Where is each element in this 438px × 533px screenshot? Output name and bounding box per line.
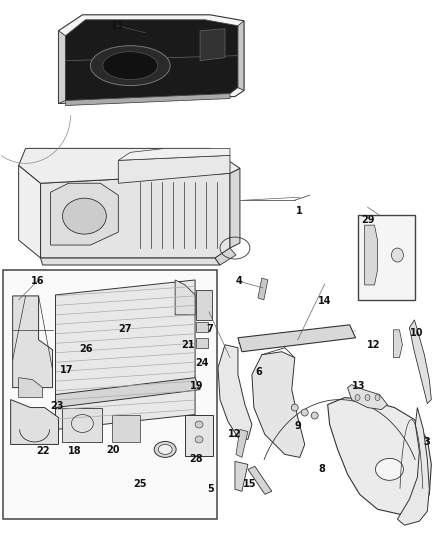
Text: 16: 16: [31, 277, 45, 286]
Text: 1: 1: [297, 206, 303, 216]
Ellipse shape: [195, 421, 203, 428]
Polygon shape: [364, 225, 378, 285]
Ellipse shape: [365, 394, 370, 401]
Polygon shape: [235, 462, 248, 491]
Ellipse shape: [355, 394, 360, 401]
Ellipse shape: [291, 404, 298, 411]
Text: 3: 3: [423, 437, 430, 447]
Polygon shape: [200, 29, 225, 61]
Polygon shape: [236, 430, 248, 457]
Polygon shape: [11, 400, 59, 445]
Text: 11: 11: [111, 21, 124, 31]
Ellipse shape: [90, 46, 170, 86]
Text: 5: 5: [207, 483, 214, 494]
Polygon shape: [393, 330, 403, 358]
Text: 20: 20: [106, 445, 120, 455]
Polygon shape: [50, 183, 118, 245]
Polygon shape: [19, 378, 42, 398]
Polygon shape: [348, 385, 388, 409]
Text: 10: 10: [410, 328, 423, 338]
Ellipse shape: [311, 412, 318, 419]
Polygon shape: [118, 148, 230, 160]
Ellipse shape: [375, 458, 403, 480]
Polygon shape: [59, 15, 244, 103]
Bar: [357, 215, 415, 300]
Ellipse shape: [195, 436, 203, 443]
Bar: [185, 415, 213, 456]
Ellipse shape: [375, 394, 380, 401]
Ellipse shape: [103, 52, 158, 79]
Polygon shape: [238, 21, 244, 91]
Text: 25: 25: [133, 479, 146, 489]
Text: 13: 13: [352, 381, 365, 391]
Text: 21: 21: [181, 340, 194, 350]
Bar: [112, 415, 140, 442]
Ellipse shape: [301, 409, 308, 416]
Text: 24: 24: [196, 358, 209, 368]
Text: 27: 27: [118, 324, 132, 334]
Text: 12: 12: [227, 429, 241, 439]
Ellipse shape: [63, 198, 106, 234]
Text: 22: 22: [37, 447, 50, 456]
Polygon shape: [218, 345, 252, 439]
Polygon shape: [13, 296, 53, 387]
Polygon shape: [19, 165, 41, 258]
Polygon shape: [328, 398, 431, 514]
Polygon shape: [56, 280, 195, 430]
Polygon shape: [410, 320, 431, 403]
Polygon shape: [41, 173, 230, 258]
Polygon shape: [66, 20, 238, 101]
Ellipse shape: [392, 248, 403, 262]
Polygon shape: [175, 280, 195, 315]
Polygon shape: [397, 408, 429, 525]
Polygon shape: [19, 148, 240, 183]
Text: 18: 18: [68, 447, 82, 456]
Polygon shape: [196, 338, 208, 348]
Polygon shape: [230, 168, 240, 248]
Polygon shape: [258, 278, 268, 300]
Text: 9: 9: [294, 421, 301, 431]
Text: 29: 29: [362, 215, 375, 225]
Text: 26: 26: [79, 344, 92, 354]
Polygon shape: [41, 258, 220, 265]
Text: 19: 19: [190, 381, 203, 391]
Polygon shape: [252, 352, 305, 457]
Text: 6: 6: [255, 367, 261, 377]
Bar: [63, 408, 102, 442]
Polygon shape: [196, 322, 208, 332]
Text: 4: 4: [235, 277, 242, 286]
Text: 23: 23: [50, 401, 64, 411]
Polygon shape: [66, 94, 230, 106]
Text: 8: 8: [318, 464, 325, 474]
Ellipse shape: [158, 445, 172, 455]
Text: 14: 14: [318, 296, 332, 306]
Text: 12: 12: [367, 340, 381, 350]
Polygon shape: [248, 466, 272, 494]
Polygon shape: [56, 378, 200, 408]
Polygon shape: [118, 155, 230, 183]
Polygon shape: [59, 31, 66, 103]
Text: 17: 17: [60, 365, 74, 375]
Polygon shape: [215, 248, 236, 265]
Polygon shape: [238, 325, 356, 352]
Text: 7: 7: [206, 324, 213, 334]
Ellipse shape: [154, 441, 176, 457]
Polygon shape: [196, 290, 212, 320]
Bar: [3, 270, 217, 519]
Text: 28: 28: [190, 454, 203, 464]
Text: 15: 15: [243, 479, 256, 489]
